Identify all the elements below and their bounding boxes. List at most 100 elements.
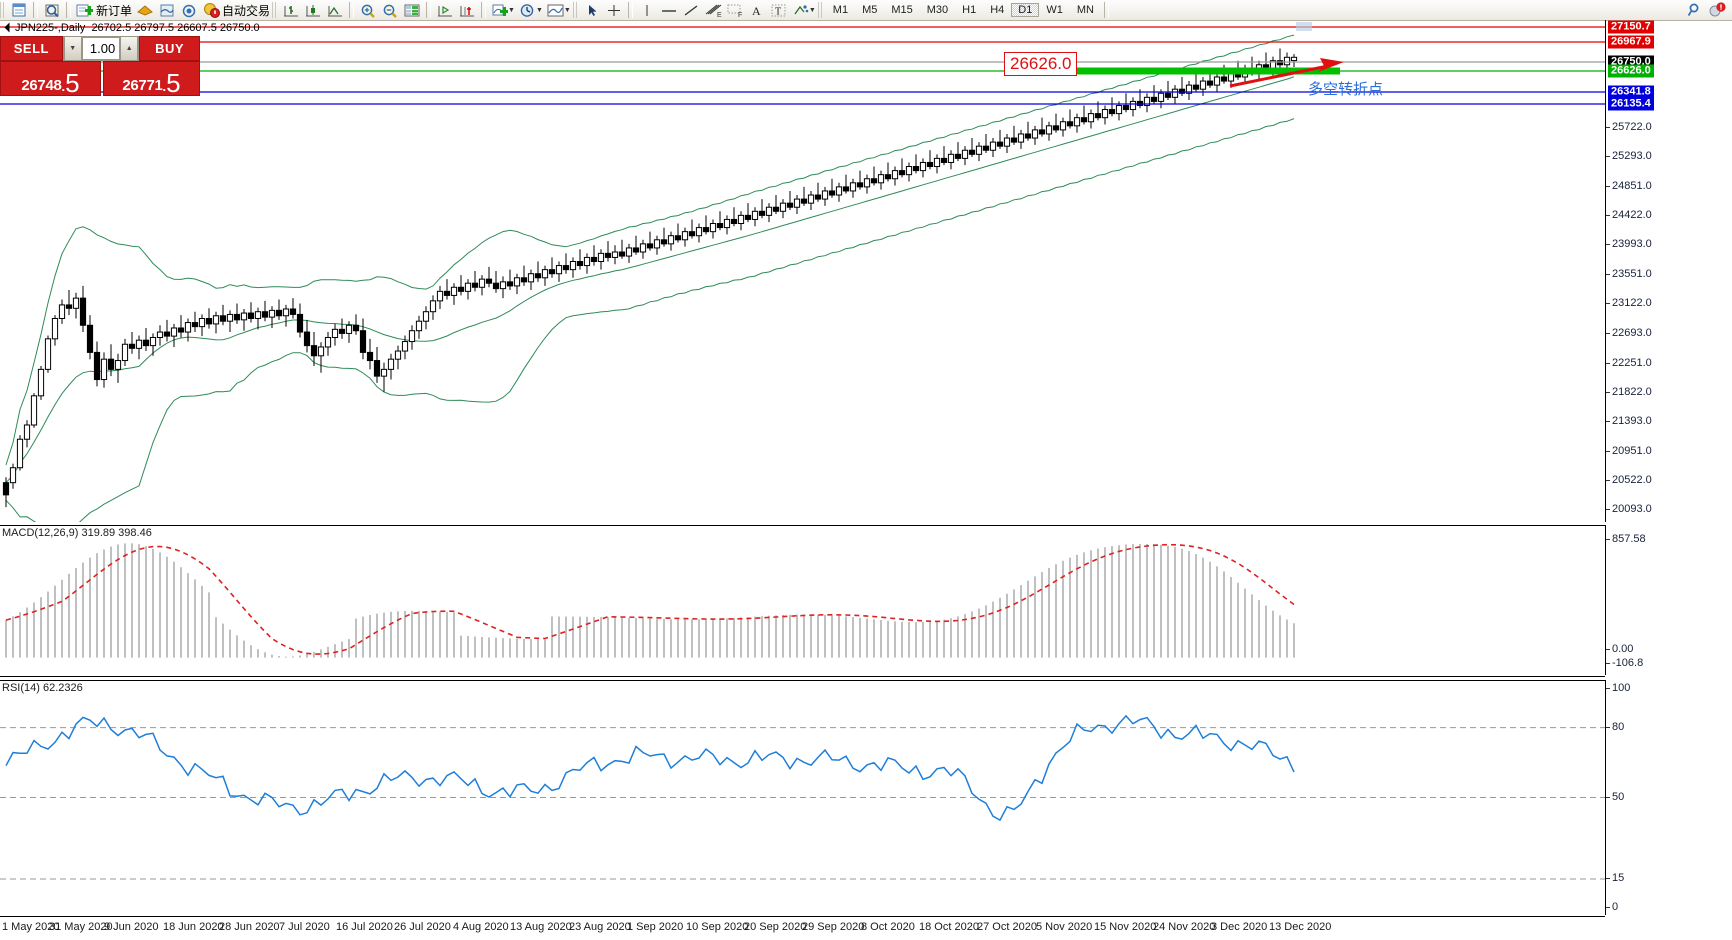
candlestick [744,203,752,223]
price-level-tag[interactable]: 26135.4 [1608,97,1654,111]
rsi-axis-label: 80 [1612,720,1625,733]
toolbar-grip[interactable] [572,2,579,18]
toolbar-grip[interactable] [272,2,279,18]
new-order-icon[interactable] [74,1,96,19]
chinese-note-annotation[interactable]: 多空转折点 [1308,80,1384,98]
text-icon[interactable]: A [746,1,768,19]
autotrading-icon[interactable] [200,1,222,19]
toolbar-grip[interactable] [0,2,6,18]
candlestick [1003,133,1011,153]
cursor-icon[interactable] [581,1,603,19]
timeframe-m15[interactable]: M15 [891,4,913,16]
rsi-chart-svg [0,714,1605,880]
fibonacci-icon[interactable]: E [702,1,724,19]
price-chart-svg [0,22,1605,522]
zoom-in-icon[interactable] [357,1,379,19]
price-axis-label: 21393.0 [1612,414,1652,427]
timeframe-m5[interactable]: M5 [862,4,878,16]
candlestick [443,279,451,300]
sell-button[interactable]: SELL [0,36,63,61]
chevron-down-icon[interactable]: ▼ [535,6,543,14]
auto-scroll-icon[interactable] [456,1,478,19]
toolbar-grip[interactable] [817,2,824,18]
candlestick [520,265,528,286]
candlestick [947,150,955,170]
timeframe-mn[interactable]: MN [1076,4,1094,16]
candlestick [667,231,675,251]
vertical-line-icon[interactable] [636,1,658,19]
price-level-tag[interactable]: 27150.7 [1608,20,1654,34]
candlestick-chart-icon[interactable] [302,1,324,19]
buy-price-decimal: 5 [166,67,181,98]
expert-advisors-icon[interactable] [134,1,156,19]
data-window-grid-icon[interactable] [401,1,423,19]
timeframe-group[interactable]: M1 M5 M15 M30 H1 H4 D1 W1 MN [826,3,1101,17]
alert-icon[interactable] [1706,1,1728,19]
indicators-icon[interactable] [489,1,511,19]
volume-increase-button[interactable]: ▲ [120,36,139,61]
market-watch-icon[interactable] [41,1,63,19]
shift-chart-icon[interactable] [434,1,456,19]
chevron-down-icon[interactable]: ▼ [508,6,515,14]
volume-stepper[interactable]: ▼ 1.00 ▲ [62,36,140,61]
price-axis[interactable]: 25722.0 25293.0 24851.0 24422.0 23993.0 23551… [1605,20,1732,522]
price-chart-pane[interactable] [0,20,1605,522]
crosshair-icon[interactable] [603,1,625,19]
candlestick [898,158,906,178]
candlestick [688,219,696,239]
axis-tick [1606,186,1610,188]
timeframe-h4[interactable]: H4 [990,4,1005,16]
candlestick [1038,117,1046,137]
candlestick [1108,97,1116,117]
candlestick [387,353,395,380]
new-order-label[interactable]: 新订单 [96,3,133,18]
chevron-down-icon[interactable]: ▼ [563,6,571,14]
horizontal-line-icon[interactable] [658,1,680,19]
bar-chart-icon[interactable] [280,1,302,19]
candlestick [65,289,73,316]
rsi-pane[interactable]: RSI(14) 62.2326 [0,680,1605,917]
one-click-trading-panel[interactable]: SELL ▼ 1.00 ▲ BUY 26748. 5 26771. 5 [0,36,200,96]
templates-icon[interactable] [545,1,567,19]
zoom-out-icon[interactable] [379,1,401,19]
date-axis-label: 5 Nov 2020 [1036,921,1093,933]
price-level-tag[interactable]: 26341.8 [1608,85,1654,99]
volume-input[interactable]: 1.00 [81,37,121,60]
main-toolbar[interactable]: 新订单 自动交易 ▼ ▼ ▼ [0,0,1732,21]
price-level-tag[interactable]: 26967.9 [1608,35,1654,49]
navigator-icon[interactable] [178,1,200,19]
buy-button[interactable]: BUY [139,36,200,61]
timeframe-w1[interactable]: W1 [1046,4,1063,16]
trendline-icon[interactable] [680,1,702,19]
candlestick [1122,93,1130,113]
autotrading-label[interactable]: 自动交易 [222,3,271,18]
periods-icon[interactable] [517,1,539,19]
macd-pane[interactable]: MACD(12,26,9) 319.89 398.46 [0,525,1605,677]
sell-price[interactable]: 26748. 5 [0,61,101,96]
chevron-down-icon[interactable]: ▼ [808,6,816,14]
timeframe-m30[interactable]: M30 [926,4,949,16]
price-level-tag[interactable]: 26626.0 [1608,64,1654,78]
search-icon[interactable] [1684,1,1706,19]
toolbar-separator [627,2,633,18]
timeframe-m1[interactable]: M1 [832,4,849,16]
timeframe-h1[interactable]: H1 [962,4,977,16]
chart-collapse-icon[interactable] [4,22,10,33]
macd-axis-label: 0.00 [1612,643,1634,655]
data-window-icon[interactable] [156,1,178,19]
price-axis-label: 24422.0 [1612,209,1652,222]
volume-decrease-button[interactable]: ▼ [63,36,82,61]
channel-icon[interactable]: F [724,1,746,19]
buy-price[interactable]: 26771. 5 [102,61,200,98]
shapes-icon[interactable] [790,1,812,19]
terminal-icon[interactable] [8,1,30,19]
timeframe-d1[interactable]: D1 [1011,3,1040,17]
candlestick [835,182,843,202]
trend-arrow [1229,58,1344,88]
candlestick [436,285,444,309]
candlestick [639,239,647,259]
line-chart-icon[interactable] [324,1,346,19]
text-label-icon[interactable]: T [768,1,790,19]
level-annotation-box[interactable]: 26626.0 [1004,52,1078,76]
candlestick [198,314,206,337]
